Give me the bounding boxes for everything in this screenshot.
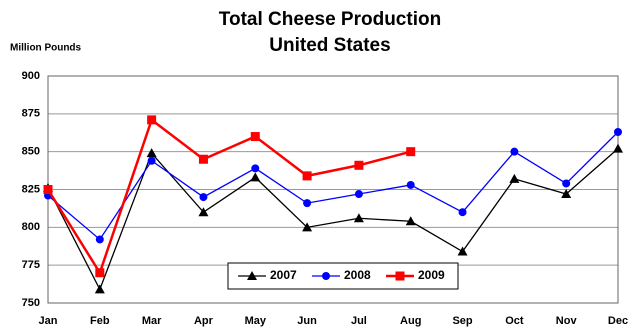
data-point [405,216,416,226]
data-point [510,147,519,156]
data-point [406,147,416,157]
y-tick-label: 775 [22,259,40,271]
y-tick-label: 875 [22,108,40,120]
x-tick-label: Mar [142,315,162,327]
y-axis-label: Million Pounds [10,43,82,54]
legend-label: 2007 [270,268,297,282]
y-tick-label: 825 [22,183,40,195]
data-point [353,213,364,223]
data-point [198,154,208,164]
x-tick-label: May [245,315,267,327]
series-line [47,148,619,291]
data-point [43,185,53,194]
legend-marker [247,271,257,280]
y-tick-label: 900 [22,70,40,82]
x-tick-label: Nov [556,315,578,327]
x-tick-label: Oct [505,315,524,327]
x-tick-label: Feb [90,315,110,327]
legend-label: 2008 [344,268,371,282]
data-point [199,193,208,202]
x-tick-label: Jun [297,315,317,327]
legend-label: 2009 [418,268,445,282]
data-point [95,235,104,244]
legend-box [227,262,459,290]
x-tick-label: Jan [39,315,58,327]
x-tick-label: Apr [194,315,214,327]
data-point [302,222,313,232]
data-point [561,189,572,199]
data-point [250,132,260,142]
x-tick-label: Sep [452,315,472,327]
y-tick-label: 750 [22,297,40,309]
data-point [354,160,364,170]
data-point [147,156,156,165]
chart-title: Total Cheese Production [219,9,441,30]
data-point [147,115,157,125]
data-point [302,171,312,181]
legend-marker [395,271,405,281]
y-tick-label: 850 [22,146,40,158]
data-point [613,143,623,153]
data-point [250,172,261,182]
x-tick-label: Aug [400,315,421,327]
data-point [198,207,209,217]
data-point [95,268,105,278]
data-point [354,190,363,199]
x-tick-label: Dec [608,315,628,327]
y-tick-label: 800 [22,221,40,233]
data-point [251,164,260,173]
data-point [457,246,468,256]
series-line [47,131,619,241]
chart-subtitle: United States [269,35,390,56]
data-point [146,148,157,158]
series-line [46,117,412,276]
x-tick-label: Jul [351,315,367,327]
data-point [509,173,520,183]
legend-marker [322,272,330,280]
data-point [562,179,571,188]
data-point [303,199,312,208]
data-point [458,208,467,217]
data-point [406,180,415,189]
data-point [94,284,105,294]
data-point [614,127,622,136]
